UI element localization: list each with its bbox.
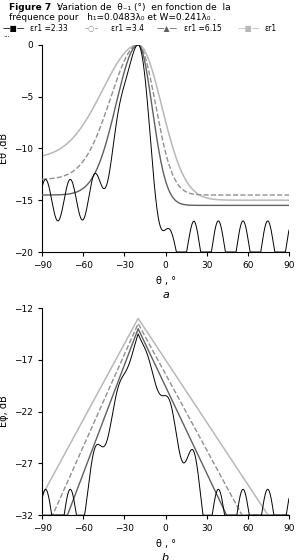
Text: fréquence pour   h₁=0.0483λ₀ et W=0.241λ₀ .: fréquence pour h₁=0.0483λ₀ et W=0.241λ₀ … bbox=[9, 12, 216, 22]
Text: εr1: εr1 bbox=[265, 24, 277, 32]
Text: Figure 7  :: Figure 7 : bbox=[9, 3, 64, 12]
Text: —■—: —■— bbox=[3, 24, 26, 32]
Text: εr1 =2.33: εr1 =2.33 bbox=[30, 24, 68, 32]
X-axis label: θ , °: θ , ° bbox=[156, 539, 175, 549]
Y-axis label: Eθ ,dB: Eθ ,dB bbox=[0, 133, 8, 164]
Text: ...: ... bbox=[3, 32, 10, 38]
Text: —▲—: —▲— bbox=[157, 24, 178, 32]
Text: —■—: —■— bbox=[238, 24, 260, 32]
Text: a: a bbox=[162, 290, 169, 300]
Y-axis label: Eφ, dB: Eφ, dB bbox=[0, 396, 8, 427]
Text: εr1 =6.15: εr1 =6.15 bbox=[184, 24, 221, 32]
Text: Variation de  θ₋₁ (°)  en fonction de  la: Variation de θ₋₁ (°) en fonction de la bbox=[57, 3, 231, 12]
X-axis label: θ , °: θ , ° bbox=[156, 276, 175, 286]
Text: –○–: –○– bbox=[84, 24, 99, 32]
Text: b: b bbox=[162, 553, 169, 560]
Text: εr1 =3.4: εr1 =3.4 bbox=[111, 24, 144, 32]
